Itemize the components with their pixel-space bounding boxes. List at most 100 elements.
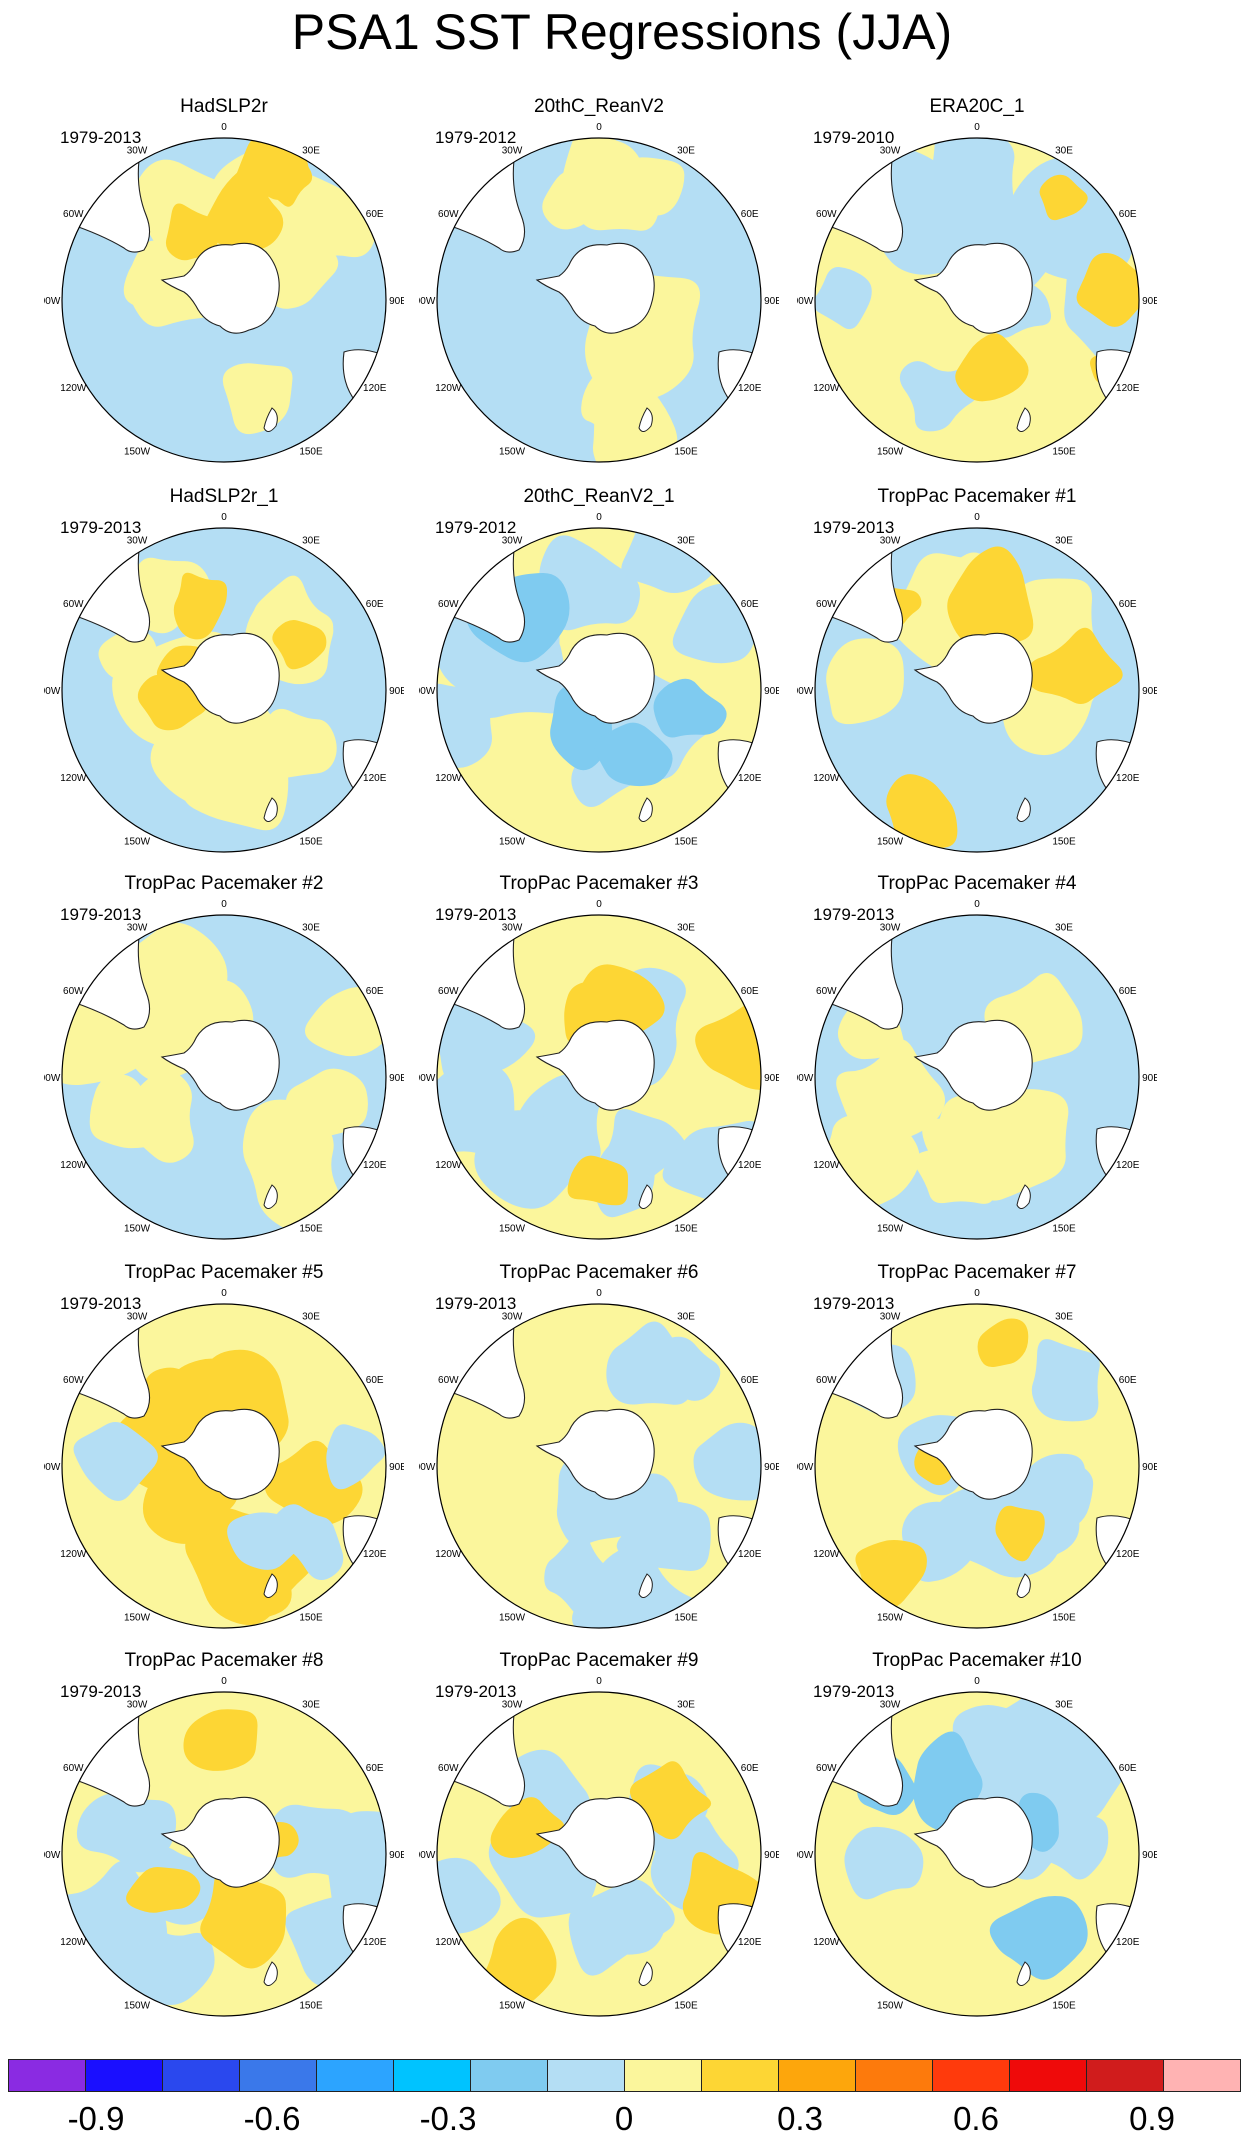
longitude-label: 0 [221,512,227,523]
panel-title: TropPac Pacemaker #9 [499,1650,699,1671]
antarctica-landmass [160,1408,280,1500]
longitude-label: 60E [366,986,384,997]
map-panel: TropPac Pacemaker #5030E60E90E120E150E18… [44,1262,404,1642]
map-border [814,1303,1140,1629]
longitude-label: 120E [1116,773,1140,784]
colorbar-swatch [547,2059,625,2092]
panel-period: 1979-2013 [60,518,142,537]
polar-map: 030E60E90E120E150E180150W120W90W60W30W [797,1288,1157,1629]
longitude-label: 0 [596,1288,602,1299]
panel-title: HadSLP2r [180,96,268,117]
panel-title: TropPac Pacemaker #1 [877,486,1077,507]
panel-period: 1979-2013 [60,128,142,147]
colorbar-swatch [316,2059,394,2092]
sst-contour-region [173,572,228,640]
new-zealand-landmass [638,1573,653,1598]
longitude-label: 120W [813,1549,840,1560]
antarctica-landmass [160,1796,280,1888]
antarctica-landmass [160,1019,280,1111]
antarctica-landmass [913,632,1033,724]
longitude-label: 60E [1119,599,1137,610]
map-panel: 20thC_ReanV2_1030E60E90E120E150E180150W1… [419,486,779,866]
polar-map: 030E60E90E120E150E180150W120W90W60W30W [419,512,779,853]
colorbar-swatch [85,2059,163,2092]
longitude-label: 120E [363,1549,387,1560]
colorbar-swatch [470,2059,548,2092]
longitude-label: 0 [596,1676,602,1687]
sst-contour-region [1026,627,1123,705]
longitude-label: 60E [741,986,759,997]
sst-contour-region [826,638,904,725]
map-panel: HadSLP2r030E60E90E120E150E180150W120W90W… [44,96,404,476]
longitude-label: 150W [499,447,526,458]
longitude-label: 60W [438,599,459,610]
sst-contour-region [490,1797,565,1858]
longitude-label: 90E [1142,1462,1157,1473]
sst-contour-region [952,1705,1067,1789]
longitude-label: 0 [596,122,602,133]
longitude-label: 150W [499,1224,526,1235]
panel-period: 1979-2013 [435,1294,517,1313]
longitude-label: 30W [502,145,523,156]
colorbar-tick-label: 0.6 [953,2100,999,2137]
longitude-label: 150W [124,447,151,458]
longitude-label: 150W [124,1224,151,1235]
sst-contour-region [140,1367,205,1456]
colorbar-swatch [1163,2059,1241,2092]
longitude-label: 60W [63,1375,84,1386]
new-zealand-landmass [263,407,278,432]
longitude-label: 150W [499,837,526,848]
panel-title: TropPac Pacemaker #2 [124,873,324,894]
sst-contour-region [582,1879,667,1955]
longitude-label: 60E [741,1375,759,1386]
map-border [61,137,387,463]
longitude-label: 30W [880,145,901,156]
map-panel: TropPac Pacemaker #9030E60E90E120E150E18… [419,1650,779,2030]
panel-period: 1979-2012 [435,518,517,537]
longitude-label: 120E [1116,1160,1140,1171]
longitude-label: 0 [221,1288,227,1299]
longitude-label: 30W [127,145,148,156]
longitude-label: 60E [366,599,384,610]
longitude-label: 90W [419,686,436,697]
sst-contour-region [326,1424,386,1490]
sst-contour-region [73,1422,158,1501]
longitude-label: 0 [221,899,227,910]
colorbar-tick-label: 0.3 [777,2100,823,2137]
longitude-label: 0 [974,899,980,910]
panel-title: TropPac Pacemaker #8 [124,1650,324,1671]
map-border [814,137,1140,463]
colorbar-swatch [932,2059,1010,2092]
longitude-label: 120W [813,1160,840,1171]
longitude-label: 120W [60,383,87,394]
colorbar-swatch [239,2059,317,2092]
longitude-label: 120E [363,773,387,784]
longitude-label: 90W [797,296,814,307]
sst-contour-region [836,1039,946,1145]
colorbar-swatch [1009,2059,1087,2092]
antarctica-landmass [913,1796,1033,1888]
longitude-label: 30W [880,535,901,546]
longitude-label: 60E [366,1375,384,1386]
longitude-label: 90W [797,1073,814,1084]
sst-contour-region [1039,174,1088,221]
longitude-label: 150E [1052,2001,1076,2012]
antarctica-landmass [535,1019,655,1111]
polar-map: 030E60E90E120E150E180150W120W90W60W30W [419,1676,779,2017]
longitude-label: 90E [764,686,779,697]
longitude-label: 30E [677,145,695,156]
longitude-label: 150W [499,2001,526,2012]
new-zealand-landmass [638,1961,653,1986]
colorbar-swatch [162,2059,240,2092]
longitude-label: 30E [302,1699,320,1710]
longitude-label: 30W [127,1699,148,1710]
longitude-label: 150W [499,1613,526,1624]
map-panel: TropPac Pacemaker #2030E60E90E120E150E18… [44,873,404,1253]
map-panel: HadSLP2r_1030E60E90E120E150E180150W120W9… [44,486,404,866]
sst-contour-region [263,219,339,309]
new-zealand-landmass [263,1961,278,1986]
panel-title: TropPac Pacemaker #5 [124,1262,324,1283]
longitude-label: 90E [1142,1073,1157,1084]
sst-contour-region [606,1321,696,1405]
longitude-label: 120W [60,1549,87,1560]
